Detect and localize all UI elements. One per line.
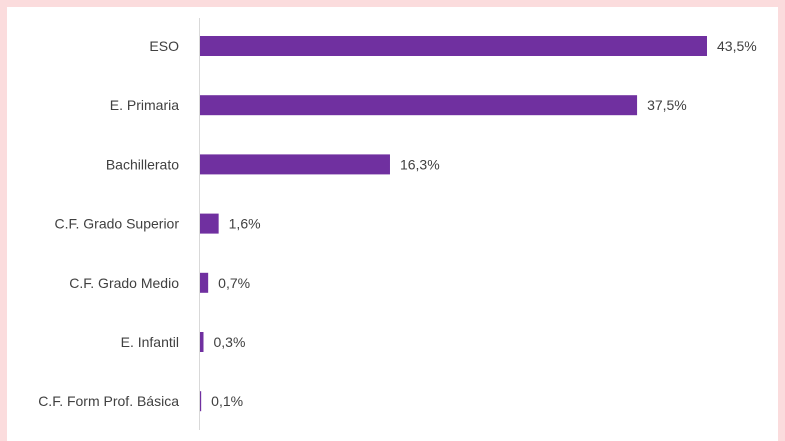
value-label: 0,7% xyxy=(218,275,250,291)
bar xyxy=(200,332,204,352)
category-label: C.F. Grado Medio xyxy=(69,275,179,291)
bar xyxy=(200,95,638,116)
bar xyxy=(200,391,202,412)
category-label: E. Infantil xyxy=(121,334,179,350)
value-label: 37,5% xyxy=(647,97,687,113)
chart-frame xyxy=(7,7,778,441)
value-label: 0,1% xyxy=(211,393,243,409)
category-label: Bachillerato xyxy=(106,156,179,172)
bar xyxy=(200,154,390,175)
value-label: 43,5% xyxy=(717,38,757,54)
value-label: 16,3% xyxy=(400,156,440,172)
category-label: C.F. Grado Superior xyxy=(55,216,180,232)
bar xyxy=(200,36,707,56)
category-label: E. Primaria xyxy=(110,97,179,113)
value-label: 0,3% xyxy=(213,334,245,350)
bar xyxy=(200,272,209,293)
bar xyxy=(200,213,219,234)
bars-group: ESO 43,5% E. Primaria 37,5% Bachillerato 16,3… xyxy=(38,36,757,412)
category-label: ESO xyxy=(149,38,179,54)
category-label: C.F. Form Prof. Básica xyxy=(38,393,179,409)
value-label: 1,6% xyxy=(229,216,261,232)
